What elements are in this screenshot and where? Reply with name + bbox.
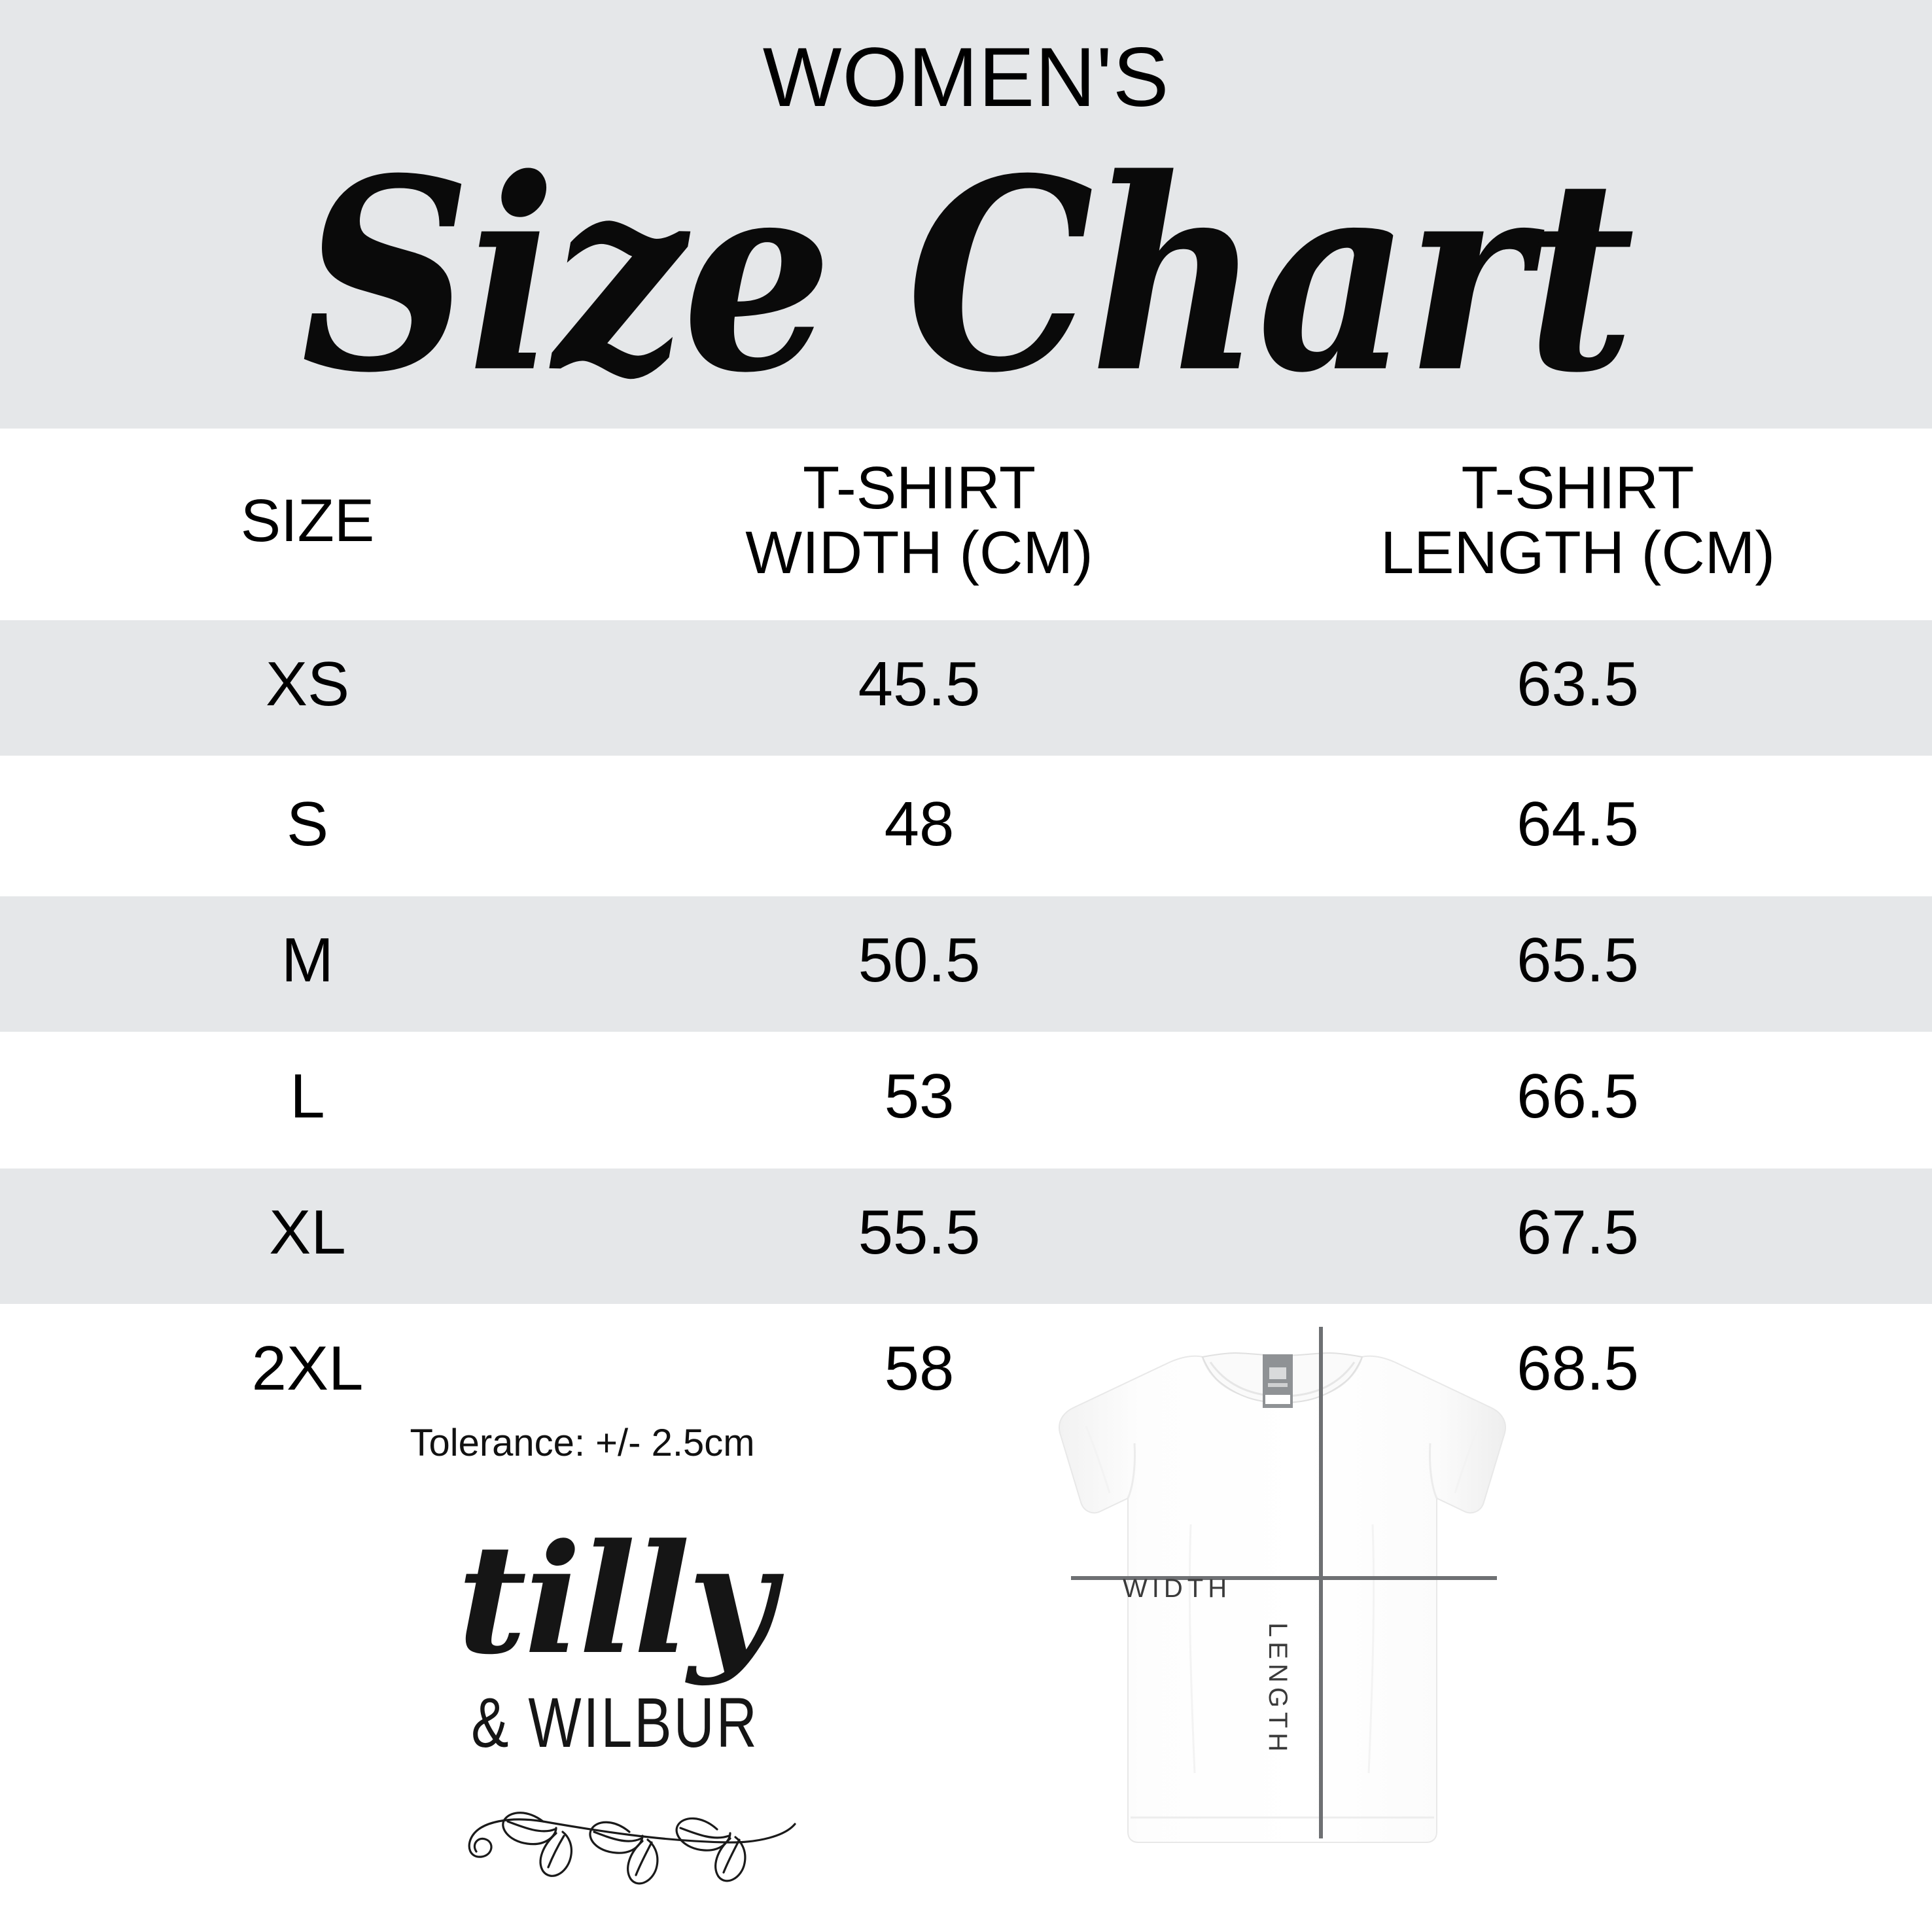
tolerance-note: Tolerance: +/- 2.5cm <box>410 1422 755 1464</box>
table-row: XS 45.5 63.5 <box>0 620 1932 756</box>
title-band: WOMEN'S Size Chart <box>0 0 1932 429</box>
brand-name-script: tilly <box>457 1511 775 1688</box>
cell-size: L <box>290 1061 325 1131</box>
table-row: M 50.5 65.5 <box>0 896 1932 1032</box>
cell-length: 64.5 <box>1517 789 1639 859</box>
brand-logo: tilly & WILBUR <box>432 1524 864 1917</box>
shirt-width-label: WIDTH <box>1123 1574 1232 1603</box>
column-header-length-line1: T-SHIRT <box>1461 455 1695 521</box>
column-header-length: T-SHIRT LENGTH (CM) <box>1223 455 1932 587</box>
column-header-width-line2: WIDTH (CM) <box>745 519 1093 587</box>
cell-length: 68.5 <box>1517 1333 1639 1403</box>
cell-width: 53 <box>884 1061 955 1131</box>
cell-width: 48 <box>884 789 955 859</box>
cell-width: 45.5 <box>858 649 981 719</box>
tshirt-illustration: WIDTH LENGTH <box>994 1315 1570 1904</box>
cell-size: S <box>286 789 329 859</box>
table-row: S 48 64.5 <box>0 760 1932 896</box>
shirt-length-label: LENGTH <box>1263 1623 1292 1757</box>
cell-length: 67.5 <box>1517 1197 1639 1267</box>
cell-length: 63.5 <box>1517 649 1639 719</box>
table-row: 2XL 58 68.5 <box>0 1305 1932 1440</box>
leaf-branch-icon <box>468 1812 796 1885</box>
cell-length: 65.5 <box>1517 925 1639 995</box>
table-row: XL 55.5 67.5 <box>0 1168 1932 1304</box>
cell-size: M <box>281 925 334 995</box>
cell-width: 58 <box>884 1333 955 1403</box>
column-header-size: SIZE <box>240 487 375 554</box>
table-row: L 53 66.5 <box>0 1032 1932 1168</box>
cell-length: 66.5 <box>1517 1061 1639 1131</box>
column-header-length-line2: LENGTH (CM) <box>1380 519 1776 587</box>
column-header-width: T-SHIRT WIDTH (CM) <box>615 455 1223 587</box>
page-kicker: WOMEN'S <box>762 31 1170 124</box>
cell-width: 50.5 <box>858 925 981 995</box>
column-header-width-line1: T-SHIRT <box>802 455 1036 521</box>
cell-width: 55.5 <box>858 1197 981 1267</box>
table-header-row: SIZE T-SHIRT WIDTH (CM) T-SHIRT LENGTH (… <box>0 429 1932 620</box>
page-title: Size Chart <box>300 120 1635 431</box>
cell-size: XL <box>269 1197 346 1267</box>
tshirt-icon <box>1059 1327 1506 1843</box>
cell-size: XS <box>265 649 350 719</box>
cell-size: 2XL <box>251 1333 364 1403</box>
brand-name-caps: & WILBUR <box>471 1683 759 1763</box>
